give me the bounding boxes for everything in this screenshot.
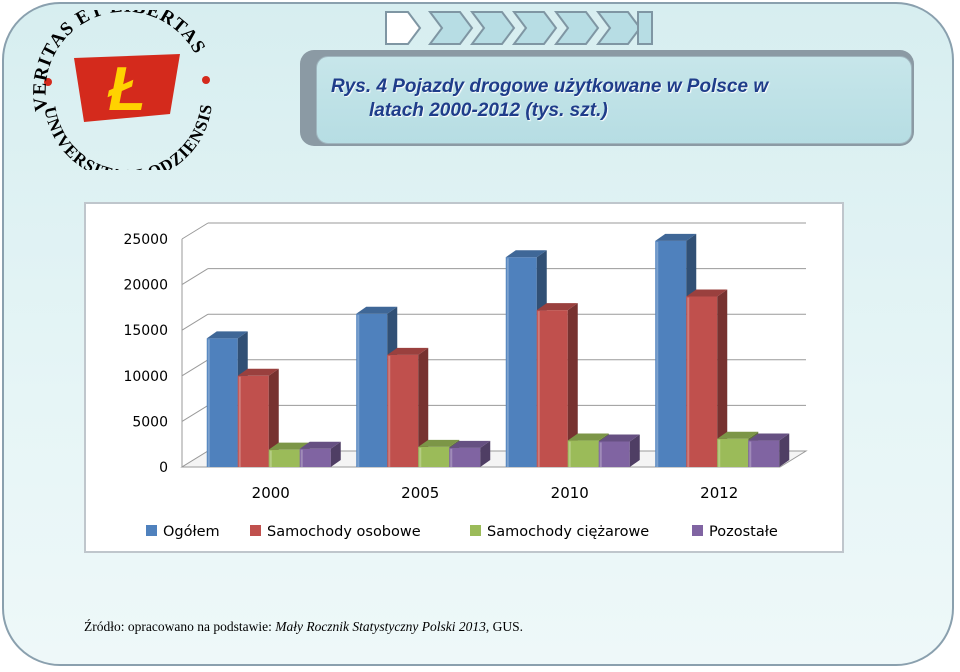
legend-label: Ogółem (163, 524, 220, 540)
x-tick-label: 2012 (700, 484, 738, 502)
title-line-2: latach 2000-2012 (tys. szt.) (369, 100, 608, 121)
bar (237, 368, 279, 467)
bar (299, 441, 341, 467)
y-tick-label: 25000 (123, 232, 168, 248)
source-publication: Mały Rocznik Statystyczny Polski 2013 (275, 619, 486, 634)
logo-emblem: Ł (74, 54, 180, 124)
bar (536, 303, 578, 467)
gridline-side (181, 268, 209, 286)
y-tick-label: 20000 (123, 278, 168, 294)
x-tick-label: 2000 (252, 484, 290, 502)
source-suffix: , GUS. (485, 619, 524, 634)
slide-title: Rys. 4 Pojazdy drogowe użytkowane w Pols… (331, 75, 901, 123)
bar (598, 434, 640, 467)
logo-dot-right (202, 76, 210, 84)
chevron-arrows-decoration (385, 11, 653, 45)
logo-mark: Ł (107, 55, 146, 124)
bar (449, 440, 491, 467)
title-box: Rys. 4 Pojazdy drogowe użytkowane w Pols… (300, 50, 914, 146)
bar (387, 347, 429, 467)
bar-chart: 0 5000 10000 15000 20000 25000 2000 2005 2010 201… (123, 222, 808, 540)
gridline-side (181, 359, 209, 377)
legend-swatch (146, 525, 157, 536)
y-tick-label: 0 (159, 460, 168, 476)
y-tick-label: 10000 (123, 369, 168, 385)
title-panel: Rys. 4 Pojazdy drogowe użytkowane w Pols… (316, 56, 912, 144)
university-logo: VERITAS ET LIBERTAS UNIVERSITAS LODZIENS… (30, 10, 215, 170)
legend-label: Samochody osobowe (267, 524, 421, 540)
gridline-side (181, 404, 209, 422)
x-tick-label: 2005 (401, 484, 439, 502)
x-tick-label: 2010 (551, 484, 589, 502)
bar (748, 433, 790, 467)
source-note: Źródło: opracowano na podstawie: Mały Ro… (84, 619, 523, 635)
source-prefix: Źródło: opracowano na podstawie: (84, 619, 276, 634)
y-tick-label: 5000 (132, 414, 168, 430)
legend-label: Samochody ciężarowe (487, 524, 649, 540)
legend-swatch (250, 525, 261, 536)
legend-swatch (470, 525, 481, 536)
legend-swatch (692, 525, 703, 536)
y-tick-label: 15000 (123, 323, 168, 339)
chart-panel: 0 5000 10000 15000 20000 25000 2000 2005 2010 201… (84, 202, 844, 553)
bar (686, 289, 728, 467)
gridline-side (181, 222, 209, 240)
title-line-1: Rys. 4 Pojazdy drogowe użytkowane w Pols… (331, 76, 769, 97)
gridline-side (181, 313, 209, 331)
legend-label: Pozostałe (709, 524, 778, 540)
logo-dot-left (44, 78, 52, 86)
